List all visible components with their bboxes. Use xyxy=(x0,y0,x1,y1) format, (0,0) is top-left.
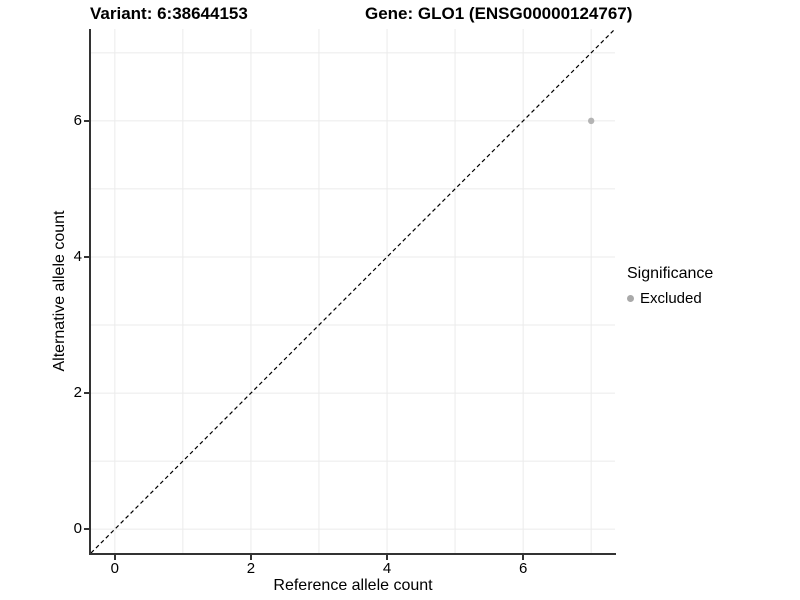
data-point xyxy=(587,117,595,125)
y-tick-label: 4 xyxy=(73,247,82,265)
legend-point-icon xyxy=(627,295,634,302)
y-axis-title: Alternative allele count xyxy=(51,210,68,372)
x-axis-line xyxy=(89,553,616,555)
legend-title: Significance xyxy=(627,265,714,282)
x-axis-title: Reference allele count xyxy=(273,577,433,594)
x-tick-mark xyxy=(249,555,252,560)
legend-item-label: Excluded xyxy=(640,290,702,307)
x-tick-label: 4 xyxy=(382,560,392,577)
plot-title-gene: Gene: GLO1 (ENSG00000124767) xyxy=(365,4,633,23)
legend-item-excluded: Excluded xyxy=(627,290,713,307)
y-tick-mark xyxy=(84,392,89,395)
plot-area xyxy=(91,29,615,553)
plot-panel xyxy=(91,29,615,553)
x-tick-mark xyxy=(522,555,525,560)
y-tick-label: 2 xyxy=(73,384,82,402)
y-tick-label: 0 xyxy=(73,520,82,538)
legend: Significance Excluded xyxy=(627,265,713,307)
x-tick-label: 2 xyxy=(246,560,256,577)
x-tick-mark xyxy=(113,555,116,560)
y-tick-mark xyxy=(84,255,89,258)
identity-line xyxy=(91,29,615,553)
plot-title-variant: Variant: 6:38644153 xyxy=(90,4,248,23)
x-tick-mark xyxy=(386,555,389,560)
x-tick-label: 6 xyxy=(518,560,528,577)
y-tick-mark xyxy=(84,528,89,531)
x-tick-label: 0 xyxy=(110,560,119,577)
y-axis-line xyxy=(89,29,91,555)
y-tick-label: 6 xyxy=(73,111,82,129)
y-tick-mark xyxy=(84,119,89,122)
